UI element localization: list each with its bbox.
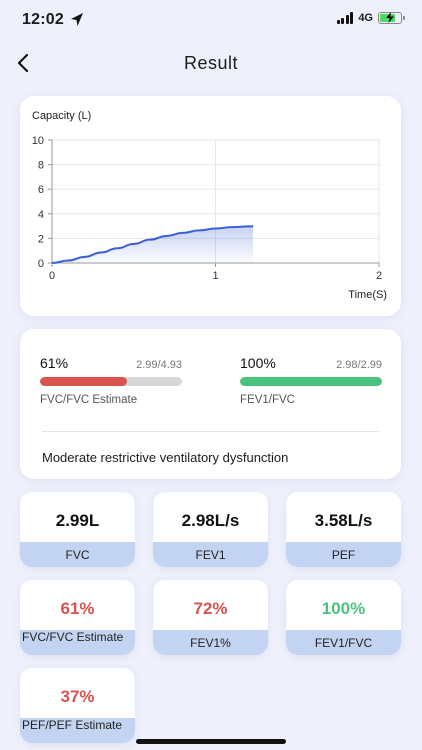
y-tick-label: 0 bbox=[38, 258, 44, 270]
tile-value: 100% bbox=[321, 599, 366, 618]
chevron-left-icon[interactable] bbox=[14, 52, 34, 74]
y-tick-label: 6 bbox=[38, 184, 44, 196]
metric-ratio: 2.99/4.93 bbox=[136, 359, 182, 371]
home-indicator[interactable] bbox=[136, 739, 286, 744]
chart-y-axis-title: Capacity (L) bbox=[32, 110, 92, 122]
tile-value: 3.58L/s bbox=[314, 511, 373, 530]
metric-label: FVC/FVC Estimate bbox=[40, 394, 138, 406]
tile-label: FEV1 bbox=[153, 542, 268, 567]
tile-value: 61% bbox=[60, 599, 95, 618]
tile-label: FEV1/FVC bbox=[286, 630, 401, 655]
x-tick-label: 1 bbox=[212, 270, 218, 282]
progress-track bbox=[40, 377, 182, 386]
tile-value: 37% bbox=[60, 687, 95, 706]
progress-fill bbox=[40, 377, 127, 386]
fev1-fvc-metric: 100% 2.98/2.99 FEV1/FVC bbox=[240, 355, 382, 406]
series-line bbox=[51, 225, 254, 264]
tile-value: 2.98L/s bbox=[181, 511, 240, 530]
tile-label: PEF/PEF Estimate bbox=[20, 718, 135, 743]
y-tick-label: 10 bbox=[32, 135, 44, 147]
tile-value: 2.99L bbox=[55, 511, 100, 530]
metric-percent: 61% bbox=[40, 355, 69, 371]
tile-label: FVC bbox=[20, 542, 135, 567]
page-title: Result bbox=[183, 53, 239, 73]
y-tick-label: 4 bbox=[38, 209, 44, 221]
y-tick-label: 2 bbox=[38, 233, 44, 245]
tile-label: FEV1% bbox=[153, 630, 268, 655]
tile-fev1[interactable]: 2.98L/s FEV1 bbox=[153, 492, 268, 567]
battery-cap bbox=[403, 16, 405, 20]
metrics-card: 61% 2.99/4.93 FVC/FVC Estimate 100% 2.98… bbox=[20, 329, 401, 479]
battery-icon bbox=[378, 12, 405, 24]
capacity-chart-card: Capacity (L) 0 2 4 6 8 10 0 1 2 Time(S) bbox=[20, 96, 401, 316]
progress-track bbox=[240, 377, 382, 386]
tile-fev1-percent[interactable]: 72% FEV1% bbox=[153, 580, 268, 655]
fvc-estimate-metric: 61% 2.99/4.93 FVC/FVC Estimate bbox=[40, 355, 182, 406]
tile-value: 72% bbox=[193, 599, 228, 618]
tile-label: PEF bbox=[286, 542, 401, 567]
tile-pef-estimate[interactable]: 37% PEF/PEF Estimate bbox=[20, 668, 135, 743]
series-area bbox=[52, 226, 254, 263]
network-type: 4G bbox=[358, 12, 373, 24]
tile-fvc[interactable]: 2.99L FVC bbox=[20, 492, 135, 567]
diagnosis-text: Moderate restrictive ventilatory dysfunc… bbox=[42, 450, 289, 465]
status-time: 12:02 bbox=[22, 11, 64, 28]
nav-bar: Result bbox=[0, 44, 422, 84]
metric-ratio: 2.98/2.99 bbox=[336, 359, 382, 371]
tile-pef[interactable]: 3.58L/s PEF bbox=[286, 492, 401, 567]
metric-label: FEV1/FVC bbox=[240, 394, 295, 406]
divider bbox=[42, 431, 379, 432]
y-tick-label: 8 bbox=[38, 160, 44, 172]
tile-fvc-estimate[interactable]: 61% FVC/FVC Estimate bbox=[20, 580, 135, 655]
chart-x-axis-title: Time(S) bbox=[348, 289, 387, 301]
x-tick-label: 2 bbox=[376, 270, 382, 282]
metric-percent: 100% bbox=[240, 355, 276, 371]
tile-fev1-fvc[interactable]: 100% FEV1/FVC bbox=[286, 580, 401, 655]
x-tick-label: 0 bbox=[49, 270, 55, 282]
tile-label: FVC/FVC Estimate bbox=[20, 630, 135, 655]
status-indicators: 4G bbox=[336, 12, 405, 24]
progress-fill bbox=[240, 377, 382, 386]
capacity-chart: 0 2 4 6 8 10 0 1 2 bbox=[32, 135, 382, 282]
status-bar: 12:02 4G bbox=[0, 0, 422, 44]
charging-bolt-icon bbox=[386, 12, 394, 23]
signal-icon bbox=[336, 12, 354, 24]
location-arrow-icon bbox=[71, 13, 83, 26]
